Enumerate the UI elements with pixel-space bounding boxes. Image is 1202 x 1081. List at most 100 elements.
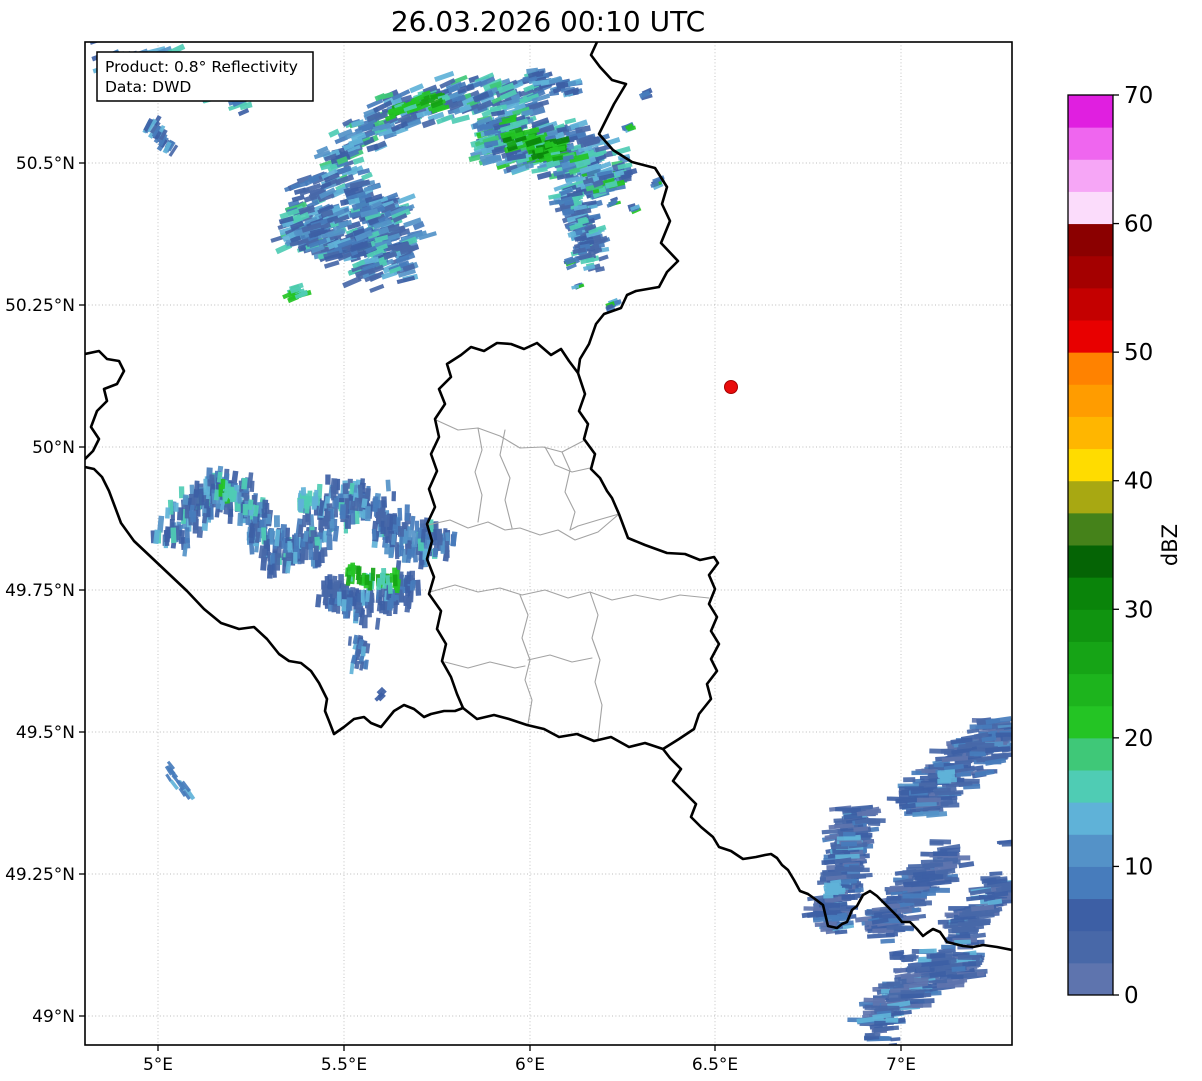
- echo-bin: [552, 85, 566, 94]
- echo-bin: [886, 895, 902, 901]
- echo-bin: [351, 199, 370, 211]
- echo-bin: [922, 873, 944, 880]
- echo-bin: [349, 508, 356, 525]
- echo-cluster-top-strip: [522, 67, 583, 98]
- echo-bin: [411, 530, 418, 548]
- echo-bin: [403, 217, 422, 228]
- echo-bin: [835, 853, 860, 860]
- colorbar-tick-label: 0: [1124, 983, 1139, 1009]
- echo-cluster-mid-dash: [374, 686, 387, 702]
- echo-bin: [948, 906, 971, 911]
- echo-bin: [397, 268, 416, 278]
- echo-bin: [184, 505, 190, 519]
- echo-bin: [151, 125, 163, 139]
- echo-bin: [368, 196, 389, 206]
- longitude-tick-label: 6°E: [515, 1055, 545, 1075]
- echo-bin: [366, 143, 379, 153]
- echo-bin: [298, 499, 303, 512]
- echo-bin: [222, 492, 228, 502]
- echo-bin: [451, 114, 470, 125]
- echo-bin: [841, 841, 858, 847]
- echo-bin: [846, 872, 873, 879]
- echo-bin: [383, 251, 398, 260]
- echo-bin: [969, 723, 993, 730]
- colorbar-segment: [1068, 962, 1113, 996]
- echo-bin: [969, 888, 992, 896]
- echo-bin: [143, 118, 154, 132]
- echo-bin: [320, 181, 332, 190]
- echo-bin: [289, 220, 305, 231]
- echo-bin: [349, 210, 363, 218]
- echo-bin: [500, 129, 517, 139]
- echo-bin: [582, 177, 595, 186]
- echo-bin: [528, 106, 546, 117]
- echo-bin: [397, 193, 416, 205]
- echo-bin: [937, 769, 955, 775]
- echo-cluster-se-band-d: [937, 871, 1012, 945]
- echo-bin: [428, 519, 434, 533]
- echo-bin: [364, 244, 379, 254]
- echo-bin: [252, 504, 259, 517]
- echo-bin: [365, 506, 371, 522]
- echo-bin: [377, 689, 387, 699]
- echo-bin: [229, 487, 235, 497]
- echo-bin: [896, 797, 916, 804]
- echo-bin: [940, 777, 957, 783]
- echo-bin: [898, 802, 916, 810]
- echo-bin: [801, 910, 825, 919]
- legend-product-label: Product: 0.8° Reflectivity: [105, 58, 298, 76]
- echo-bin: [536, 150, 550, 160]
- echo-bin: [594, 144, 611, 153]
- colorbar-segment: [1068, 480, 1113, 514]
- echo-bin: [950, 737, 973, 745]
- echo-bin: [564, 117, 577, 125]
- echo-bin: [966, 919, 987, 928]
- echo-bin: [154, 130, 162, 140]
- echo-bin: [407, 526, 412, 541]
- echo-bin: [247, 499, 254, 511]
- echo-bin: [162, 141, 172, 154]
- echo-bin: [571, 284, 580, 290]
- echo-bin: [940, 847, 961, 853]
- echo-bin: [376, 243, 389, 252]
- echo-bin: [321, 168, 339, 180]
- echo-bin: [342, 275, 362, 289]
- echo-bin: [346, 144, 361, 153]
- echo-bin: [861, 810, 878, 817]
- echo-cluster-arc-green: [384, 90, 450, 122]
- echo-bin: [370, 567, 376, 581]
- echo-bin: [355, 589, 361, 606]
- echo-bin: [393, 114, 412, 125]
- echo-bin: [248, 540, 255, 555]
- echo-bin: [509, 118, 529, 129]
- echo-bin: [405, 571, 412, 585]
- echo-bin: [170, 527, 177, 544]
- echo-bin: [177, 507, 184, 521]
- echo-bin: [409, 83, 424, 94]
- echo-bin: [364, 488, 371, 501]
- echo-bin: [576, 134, 595, 145]
- echo-bin: [374, 239, 392, 249]
- echo-bin: [843, 831, 856, 838]
- echo-bin: [350, 119, 365, 128]
- echo-bin: [567, 230, 577, 238]
- echo-bin: [359, 661, 365, 671]
- echo-bin: [374, 92, 386, 102]
- echo-bin: [472, 91, 490, 103]
- echo-bin: [834, 929, 848, 935]
- echo-bin: [392, 574, 398, 587]
- echo-cluster-west-lower: [315, 570, 422, 630]
- echo-bin: [566, 214, 584, 223]
- echo-cluster-east-blob: [468, 104, 638, 211]
- echo-bin: [606, 303, 614, 309]
- longitude-tick-label: 5.5°E: [321, 1055, 367, 1075]
- echo-bin: [568, 153, 590, 164]
- echo-bin: [145, 118, 158, 133]
- echo-bin: [575, 158, 591, 169]
- echo-bin: [853, 826, 869, 832]
- echo-bin: [405, 548, 413, 564]
- echo-bin: [493, 122, 514, 131]
- echo-bin: [915, 966, 930, 973]
- echo-bin: [149, 120, 161, 135]
